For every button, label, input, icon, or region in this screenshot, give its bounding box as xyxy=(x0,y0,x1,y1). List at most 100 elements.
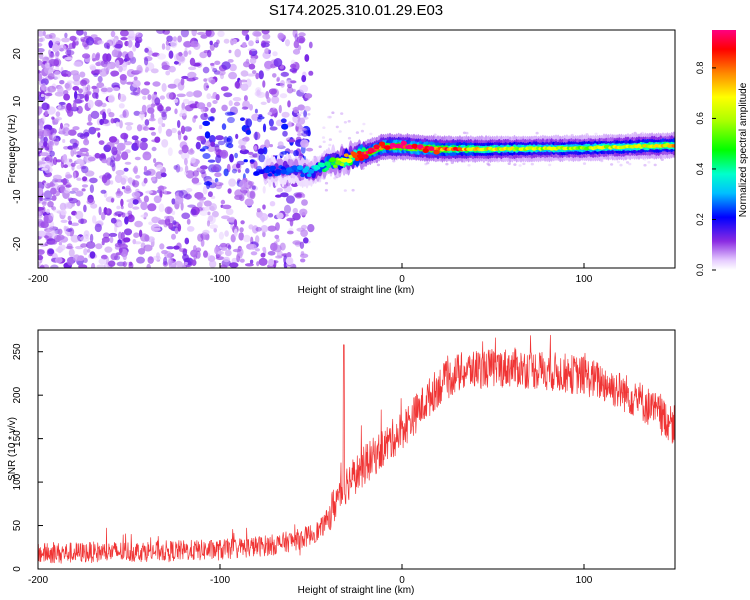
spectrogram-noise-blob xyxy=(267,213,274,218)
spectrogram-noise-blob xyxy=(184,261,188,266)
spectrogram-noise-blob xyxy=(142,95,147,100)
spectrogram-noise-blob xyxy=(64,203,74,208)
spectrogram-noise-blob xyxy=(121,151,129,160)
spectrogram-noise-blob xyxy=(351,188,355,192)
spectrogram-noise-blob xyxy=(292,30,298,38)
spectrogram-noise-blob xyxy=(123,167,129,172)
spectrogram-noise-blob xyxy=(239,179,248,189)
spectrogram-noise-blob xyxy=(147,94,152,101)
spectrogram-noise-blob xyxy=(185,170,195,179)
spectrogram-noise-blob xyxy=(177,35,183,43)
spectrogram-noise-blob xyxy=(172,220,177,225)
spectrogram-noise-blob xyxy=(223,38,230,44)
spectrogram-noise-blob xyxy=(93,40,97,45)
spectrogram-noise-blob xyxy=(235,80,240,89)
spectrogram-noise-blob xyxy=(110,70,120,77)
spectrogram-noise-blob xyxy=(301,199,308,206)
spectrogram-noise-blob xyxy=(156,164,164,170)
spectrogram-noise-blob xyxy=(118,231,122,240)
spectrogram-noise-blob xyxy=(107,94,115,103)
spectrogram-noise-blob xyxy=(167,147,173,157)
spectrogram-noise-blob xyxy=(134,241,142,245)
spectrogram-noise-blob xyxy=(55,50,60,57)
spectrogram-noise-blob xyxy=(205,30,212,37)
spectrogram-noise-blob xyxy=(307,224,315,233)
spectrogram-noise-blob xyxy=(38,70,42,74)
spectrogram-noise-blob xyxy=(128,261,133,266)
spectrogram-noise-blob xyxy=(184,171,188,175)
spectrogram-noise-blob xyxy=(181,75,189,80)
spectrogram-noise-blob xyxy=(233,228,238,237)
spectrogram-noise-blob xyxy=(281,111,290,118)
spectrogram-noise-blob xyxy=(216,39,220,45)
spectrogram-noise-blob xyxy=(164,206,173,215)
spectrogram-noise-blob xyxy=(166,35,173,42)
spectrogram-noise-blob xyxy=(214,178,219,183)
spectrogram-ylabel: Frequency (Hz) xyxy=(7,115,18,184)
spectrogram-noise-blob xyxy=(285,39,290,47)
spectrogram-noise-blob xyxy=(132,199,139,205)
spectrogram-noise-blob xyxy=(94,152,101,159)
spectrogram-noise-blob xyxy=(292,48,301,55)
spectrogram-noise-blob xyxy=(41,167,49,171)
spectrogram-noise-blob xyxy=(161,83,167,92)
spectrogram-noise-blob xyxy=(300,251,305,256)
spectrogram-noise-blob xyxy=(95,243,103,250)
spectrogram-noise-blob xyxy=(106,173,112,179)
spectrogram-noise-blob xyxy=(241,30,248,36)
spectrogram-noise-blob xyxy=(79,79,88,87)
spectrogram-noise-blob xyxy=(207,116,215,121)
spectrogram-noise-blob xyxy=(199,51,208,59)
spectrogram-noise-blob xyxy=(79,71,86,78)
spectrogram-noise-blob xyxy=(206,85,210,89)
spectrogram-noise-blob xyxy=(240,220,245,225)
spectrogram-noise-blob xyxy=(166,246,175,250)
spectrogram-noise-blob xyxy=(203,82,209,91)
spectrogram-noise-blob xyxy=(54,118,60,123)
spectrogram-noise-blob xyxy=(259,213,269,222)
spectrogram-noise-blob xyxy=(619,163,623,167)
spectrogram-noise-blob xyxy=(281,123,289,130)
spectrogram-noise-blob xyxy=(340,112,344,115)
spectrogram-noise-blob xyxy=(518,164,522,167)
spectrogram-noise-blob xyxy=(66,80,74,84)
spectrogram-noise-blob xyxy=(50,264,59,268)
spectrogram-noise-blob xyxy=(277,141,284,148)
spectrogram-noise-blob xyxy=(244,263,254,267)
spectrogram-noise-blob xyxy=(73,254,81,262)
spectrogram-noise-blob xyxy=(144,47,149,53)
spectrogram-noise-blob xyxy=(38,48,45,53)
spectrogram-noise-blob xyxy=(227,116,235,124)
spectrogram-noise-blob xyxy=(173,245,180,250)
spectrogram-noise-blob xyxy=(267,251,276,256)
spectrogram-noise-blob xyxy=(38,73,43,82)
spectrogram-noise-blob xyxy=(39,84,47,93)
spectrogram-noise-blob xyxy=(196,102,206,110)
spectrogram-noise-blob xyxy=(220,199,226,205)
spectrogram-noise-blob xyxy=(220,86,229,92)
spectrogram-noise-blob xyxy=(90,110,100,119)
spectrogram-noise-blob xyxy=(93,127,101,131)
spectrogram-noise-blob xyxy=(137,248,146,255)
spectrogram-noise-blob xyxy=(582,162,587,165)
spectrogram-noise-blob xyxy=(43,141,48,148)
spectrogram-noise-blob xyxy=(38,42,43,47)
spectrogram-noise-blob xyxy=(653,163,657,167)
spectrogram-noise-blob xyxy=(190,40,199,48)
spectrogram-noise-blob xyxy=(299,208,308,216)
spectrogram-noise-blob xyxy=(200,34,208,39)
spectrogram-noise-blob xyxy=(278,104,282,114)
spectrogram-noise-blob xyxy=(294,193,303,199)
spectrogram-noise-blob xyxy=(206,77,214,81)
spectrogram-noise-blob xyxy=(184,158,188,166)
spectrogram-noise-blob xyxy=(72,101,77,111)
spectrogram-noise-blob xyxy=(246,129,252,135)
spectrogram-noise-blob xyxy=(89,251,96,259)
spectrogram-noise-blob xyxy=(44,235,49,239)
spectrogram-noise-blob xyxy=(223,92,233,98)
spectrogram-noise-blob xyxy=(262,80,266,88)
spectrogram-noise-blob xyxy=(104,246,113,253)
spectrogram-noise-blob xyxy=(251,225,259,234)
spectrogram-noise-blob xyxy=(89,65,97,71)
spectrogram-noise-blob xyxy=(47,201,54,208)
